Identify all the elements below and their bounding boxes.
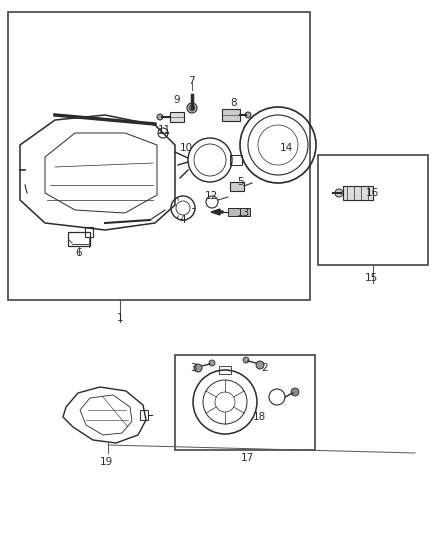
Bar [318,155,428,265]
Text: 17: 17 [240,453,254,463]
Text: 1: 1 [117,313,124,323]
Text: 5: 5 [237,177,244,187]
Text: 7: 7 [188,76,194,86]
Circle shape [291,388,299,396]
Circle shape [157,114,163,120]
Text: 6: 6 [76,248,82,258]
Circle shape [209,360,215,366]
Circle shape [256,361,264,369]
Text: 16: 16 [365,188,378,198]
Bar [8,12,310,300]
Circle shape [187,103,197,113]
Text: 13: 13 [237,208,250,218]
Bar [175,355,315,450]
Circle shape [335,189,343,197]
Text: 11: 11 [157,125,171,135]
Text: 9: 9 [174,95,180,105]
Bar [230,182,244,191]
Bar [230,155,242,165]
Bar [68,232,90,246]
Bar [228,208,250,216]
Circle shape [194,364,202,372]
Bar [170,112,184,122]
FancyArrow shape [211,209,223,215]
Circle shape [245,112,251,118]
Text: 12: 12 [205,191,218,201]
Bar [219,366,231,374]
Text: 2: 2 [261,363,268,373]
Text: 8: 8 [231,98,237,108]
Text: 10: 10 [180,143,193,153]
Bar [140,410,148,420]
Text: 15: 15 [364,273,378,283]
Circle shape [189,105,195,111]
Text: 18: 18 [252,412,265,422]
Text: 14: 14 [279,143,293,153]
Text: 19: 19 [99,457,113,467]
Bar [222,109,240,121]
Text: 4: 4 [180,215,186,225]
Bar [343,186,373,200]
Circle shape [243,357,249,363]
Text: 3: 3 [190,363,196,373]
